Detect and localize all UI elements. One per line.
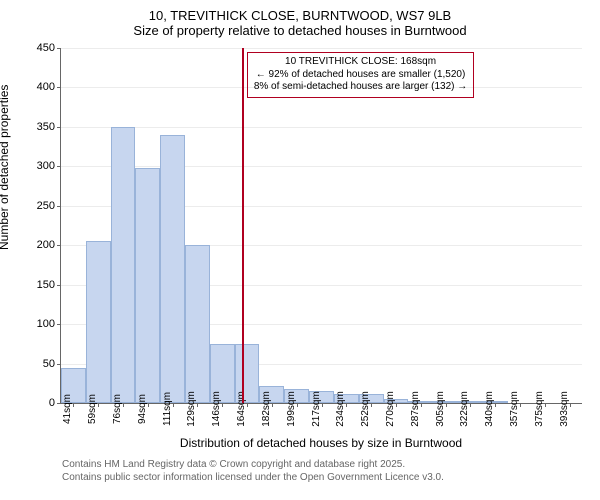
- x-tick-mark: [545, 403, 546, 407]
- y-tick-label: 300: [25, 160, 55, 172]
- y-tick-label: 200: [25, 239, 55, 251]
- x-tick-label: 305sqm: [435, 391, 446, 427]
- histogram-bar: [160, 135, 185, 403]
- histogram-bar: [111, 127, 136, 403]
- x-tick-mark: [148, 403, 149, 407]
- chart-title: 10, TREVITHICK CLOSE, BURNTWOOD, WS7 9LB: [8, 8, 592, 23]
- x-tick-label: 234sqm: [335, 391, 346, 427]
- chart-container: 10, TREVITHICK CLOSE, BURNTWOOD, WS7 9LB…: [8, 8, 592, 492]
- grid-line: [61, 48, 582, 49]
- x-tick-label: 59sqm: [87, 394, 98, 424]
- x-tick-label: 270sqm: [385, 391, 396, 427]
- histogram-bar: [86, 241, 111, 403]
- x-tick-mark: [297, 403, 298, 407]
- annotation-line: 8% of semi-detached houses are larger (1…: [254, 81, 467, 94]
- annotation-box: 10 TREVITHICK CLOSE: 168sqm← 92% of deta…: [247, 52, 474, 98]
- x-tick-mark: [421, 403, 422, 407]
- title-block: 10, TREVITHICK CLOSE, BURNTWOOD, WS7 9LB…: [8, 8, 592, 38]
- histogram-bar: [185, 245, 210, 403]
- y-tick-label: 400: [25, 81, 55, 93]
- y-tick-label: 50: [25, 358, 55, 370]
- attribution-text: Contains HM Land Registry data © Crown c…: [62, 459, 444, 484]
- chart-subtitle: Size of property relative to detached ho…: [8, 23, 592, 38]
- x-tick-mark: [371, 403, 372, 407]
- x-tick-label: 252sqm: [360, 391, 371, 427]
- plot-area: 05010015020025030035040045041sqm59sqm76s…: [60, 48, 582, 404]
- x-tick-mark: [272, 403, 273, 407]
- x-tick-label: 94sqm: [137, 394, 148, 424]
- x-tick-label: 111sqm: [162, 392, 173, 426]
- x-tick-mark: [123, 403, 124, 407]
- x-tick-label: 217sqm: [311, 391, 322, 427]
- x-tick-mark: [446, 403, 447, 407]
- x-tick-mark: [396, 403, 397, 407]
- x-tick-label: 375sqm: [534, 391, 545, 427]
- annotation-line: 10 TREVITHICK CLOSE: 168sqm: [254, 56, 467, 69]
- x-tick-mark: [322, 403, 323, 407]
- grid-line: [61, 127, 582, 128]
- x-axis-label: Distribution of detached houses by size …: [60, 436, 582, 450]
- x-tick-mark: [346, 403, 347, 407]
- y-tick-label: 150: [25, 279, 55, 291]
- y-tick-label: 450: [25, 42, 55, 54]
- x-tick-mark: [470, 403, 471, 407]
- x-tick-label: 357sqm: [509, 391, 520, 427]
- x-tick-mark: [73, 403, 74, 407]
- x-tick-mark: [247, 403, 248, 407]
- x-tick-label: 76sqm: [112, 394, 123, 424]
- x-tick-label: 340sqm: [484, 391, 495, 427]
- x-tick-label: 146sqm: [211, 391, 222, 427]
- x-tick-label: 287sqm: [410, 391, 421, 427]
- histogram-bar: [135, 168, 160, 403]
- reference-line: [242, 48, 244, 403]
- x-tick-label: 393sqm: [559, 391, 570, 427]
- y-tick-label: 0: [25, 397, 55, 409]
- x-tick-label: 199sqm: [286, 391, 297, 427]
- x-tick-label: 182sqm: [261, 391, 272, 427]
- x-tick-mark: [197, 403, 198, 407]
- x-tick-mark: [98, 403, 99, 407]
- attribution-line-1: Contains HM Land Registry data © Crown c…: [62, 459, 444, 472]
- x-tick-mark: [222, 403, 223, 407]
- x-tick-label: 41sqm: [62, 394, 73, 424]
- y-tick-label: 100: [25, 318, 55, 330]
- x-tick-mark: [520, 403, 521, 407]
- x-tick-mark: [495, 403, 496, 407]
- y-tick-label: 250: [25, 200, 55, 212]
- x-tick-mark: [173, 403, 174, 407]
- x-tick-mark: [570, 403, 571, 407]
- annotation-line: ← 92% of detached houses are smaller (1,…: [254, 69, 467, 82]
- x-tick-label: 322sqm: [459, 391, 470, 427]
- y-tick-mark: [57, 403, 61, 404]
- y-tick-label: 350: [25, 121, 55, 133]
- x-tick-label: 129sqm: [186, 391, 197, 427]
- y-axis-label: Number of detached properties: [0, 85, 11, 250]
- attribution-line-2: Contains public sector information licen…: [62, 472, 444, 485]
